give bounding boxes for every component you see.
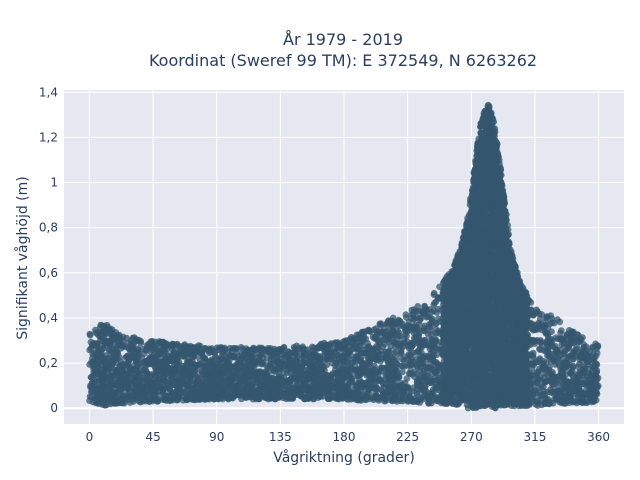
data-point	[86, 330, 94, 338]
data-points	[86, 101, 602, 412]
data-point	[418, 314, 425, 322]
data-point	[432, 325, 439, 332]
data-point	[557, 329, 564, 337]
